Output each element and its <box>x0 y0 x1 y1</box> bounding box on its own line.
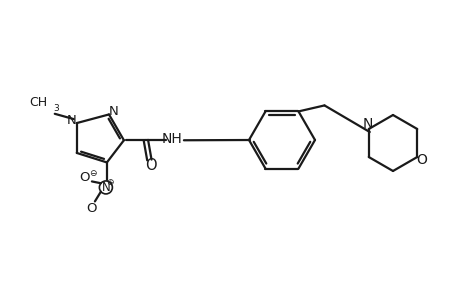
Text: ⊕: ⊕ <box>106 178 114 188</box>
Text: N: N <box>362 117 372 131</box>
Text: CH: CH <box>29 96 48 109</box>
Text: NH: NH <box>161 132 182 146</box>
Text: ⊖: ⊖ <box>89 169 96 178</box>
Text: O: O <box>415 153 426 167</box>
Text: O: O <box>145 158 157 173</box>
Text: O: O <box>86 202 97 215</box>
Text: N: N <box>101 181 110 194</box>
Text: 3: 3 <box>54 104 59 113</box>
Text: N: N <box>67 114 76 127</box>
Text: N: N <box>109 105 118 118</box>
Text: O: O <box>79 171 90 184</box>
